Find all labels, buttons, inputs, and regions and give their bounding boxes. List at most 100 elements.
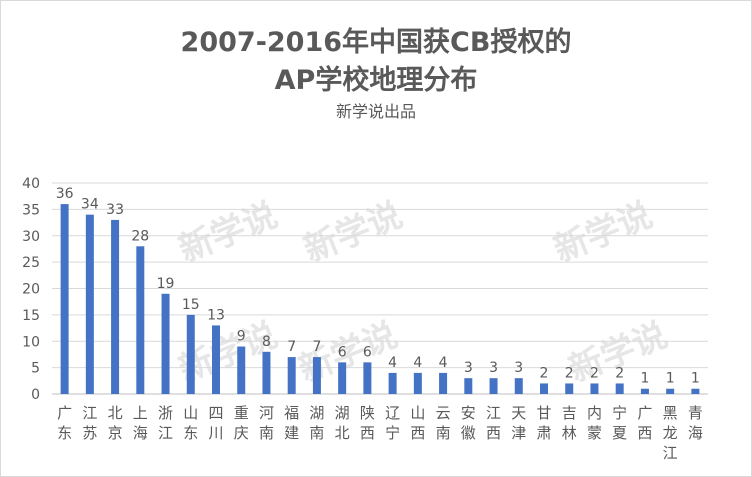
data-label: 2 (615, 365, 624, 381)
x-tick-label: 东 (183, 424, 198, 442)
y-tick-label: 0 (31, 387, 40, 403)
x-tick-label: 西 (637, 424, 652, 442)
x-tick-label: 江 (663, 444, 678, 462)
bar (388, 372, 397, 394)
data-label: 15 (182, 297, 200, 313)
x-tick-label: 川 (208, 424, 223, 442)
data-label: 2 (590, 365, 599, 381)
x-tick-label: 庆 (234, 424, 249, 442)
data-label: 1 (691, 371, 700, 387)
x-tick-label: 徽 (461, 424, 476, 442)
x-tick-label: 北 (335, 424, 350, 442)
x-tick-label: 辽 (385, 404, 400, 422)
x-tick-label: 甘 (536, 404, 551, 422)
x-tick-label: 南 (436, 424, 451, 442)
bar (312, 357, 321, 394)
x-tick-label: 四 (208, 404, 223, 422)
x-tick-label: 西 (486, 424, 501, 442)
bar (85, 214, 94, 394)
bar (464, 378, 473, 394)
bar (540, 383, 548, 394)
x-tick-label: 东 (57, 424, 72, 442)
x-tick-label: 黑 (663, 404, 678, 422)
bar (413, 372, 422, 394)
bar (136, 246, 145, 394)
x-tick-label: 江 (158, 424, 173, 442)
x-tick-label: 广 (57, 404, 72, 422)
data-label: 1 (640, 371, 649, 387)
bar (691, 388, 700, 394)
x-tick-label: 建 (284, 424, 299, 442)
x-tick-label: 河 (259, 404, 274, 422)
data-label: 2 (565, 365, 574, 381)
bar (262, 351, 271, 394)
x-tick-label: 湖 (309, 404, 324, 422)
data-label: 8 (262, 334, 271, 350)
bar (666, 388, 675, 394)
y-tick-label: 30 (22, 229, 40, 245)
bar (237, 346, 246, 394)
x-tick-label: 上 (133, 404, 148, 422)
watermark-text: 新学说 (548, 195, 658, 270)
data-label: 19 (157, 276, 175, 292)
x-tick-label: 夏 (612, 424, 627, 442)
x-tick-label: 天 (511, 404, 526, 422)
data-label: 4 (388, 355, 397, 371)
x-tick-label: 京 (108, 424, 123, 442)
x-tick-label: 蒙 (587, 424, 602, 442)
y-tick-label: 10 (22, 334, 40, 350)
data-label: 1 (666, 371, 675, 387)
data-label: 28 (131, 228, 149, 244)
bar (186, 314, 195, 394)
y-tick-label: 5 (31, 361, 40, 377)
x-tick-label: 重 (234, 404, 249, 422)
x-tick-label: 福 (284, 404, 299, 422)
x-tick-label: 宁 (612, 404, 627, 422)
data-label: 6 (363, 344, 372, 360)
data-label: 36 (56, 186, 74, 202)
bar (640, 388, 649, 394)
data-label: 3 (514, 360, 523, 376)
chart-subtitle: 新学说出品 (335, 102, 416, 121)
x-tick-label: 海 (133, 424, 148, 442)
y-tick-label: 40 (22, 176, 40, 192)
x-tick-label: 江 (82, 404, 97, 422)
bar (60, 204, 69, 394)
bar (111, 219, 120, 394)
bar (489, 378, 498, 394)
data-label: 9 (237, 329, 246, 345)
bar (338, 362, 347, 394)
bar (615, 383, 624, 394)
watermark-text: 新学说 (293, 315, 403, 390)
data-label: 2 (540, 365, 549, 381)
bar (565, 383, 574, 394)
x-tick-label: 江 (486, 404, 501, 422)
y-tick-label: 15 (22, 308, 40, 324)
bar (514, 378, 523, 394)
x-tick-label: 宁 (385, 424, 400, 442)
data-label: 7 (287, 339, 296, 355)
data-label: 34 (81, 197, 99, 213)
x-tick-label: 山 (410, 404, 425, 422)
x-tick-label: 陕 (360, 404, 375, 422)
x-tick-label: 津 (511, 424, 526, 442)
x-tick-label: 北 (108, 404, 123, 422)
data-label: 3 (489, 360, 498, 376)
x-tick-label: 肃 (536, 424, 551, 442)
y-tick-label: 35 (22, 202, 40, 218)
data-label: 33 (106, 202, 124, 218)
bar (287, 357, 296, 394)
watermark-text: 新学说 (298, 195, 408, 270)
x-tick-label: 内 (587, 404, 602, 422)
x-tick-label: 海 (688, 424, 703, 442)
x-tick-label: 南 (309, 424, 324, 442)
data-label: 13 (207, 307, 225, 323)
watermark-text: 新学说 (173, 195, 283, 270)
data-label: 4 (413, 355, 422, 371)
data-label: 6 (338, 344, 347, 360)
bar (363, 362, 372, 394)
data-label: 4 (439, 355, 448, 371)
x-tick-label: 南 (259, 424, 274, 442)
